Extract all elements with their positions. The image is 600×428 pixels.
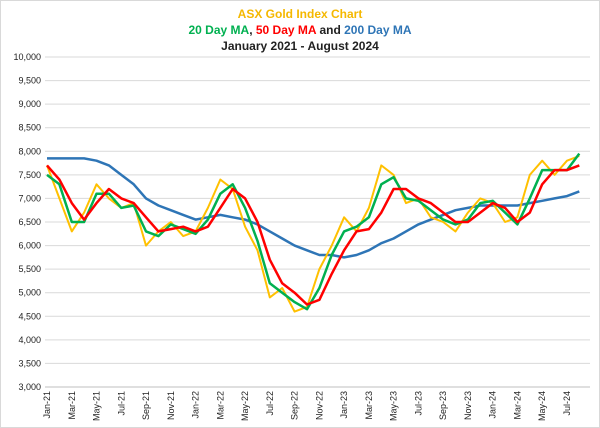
chart-title: ASX Gold Index Chart: [238, 7, 363, 21]
x-tick-label: Sep-23: [438, 391, 448, 420]
x-tick-label: Mar-24: [512, 391, 522, 420]
y-tick-label: 8,000: [18, 146, 41, 156]
y-tick-label: 10,000: [13, 52, 41, 62]
y-tick-label: 6,000: [18, 241, 41, 251]
x-tick-label: May-24: [537, 391, 547, 421]
chart-subtitle: January 2021 - August 2024: [221, 39, 379, 53]
legend-entry: 20 Day MA: [188, 23, 249, 37]
y-tick-label: 6,500: [18, 217, 41, 227]
x-tick-label: Nov-22: [314, 391, 324, 420]
y-tick-label: 3,000: [18, 382, 41, 392]
x-tick-label: Jul-24: [562, 391, 572, 416]
y-tick-label: 4,500: [18, 311, 41, 321]
legend-separator: ,: [249, 23, 256, 37]
x-tick-label: Mar-22: [215, 391, 225, 420]
x-tick-label: Jul-23: [413, 391, 423, 416]
x-tick-label: Sep-22: [290, 391, 300, 420]
x-tick-label: Jul-22: [265, 391, 275, 416]
y-tick-label: 9,500: [18, 76, 41, 86]
y-tick-label: 8,500: [18, 123, 41, 133]
y-tick-label: 5,500: [18, 264, 41, 274]
y-tick-label: 5,000: [18, 288, 41, 298]
x-tick-label: Nov-21: [166, 391, 176, 420]
legend-entry: 200 Day MA: [344, 23, 412, 37]
x-tick-label: Mar-23: [364, 391, 374, 420]
y-tick-label: 7,500: [18, 170, 41, 180]
x-tick-label: May-23: [389, 391, 399, 421]
x-tick-label: Jan-23: [339, 391, 349, 419]
x-tick-label: Jan-24: [488, 391, 498, 419]
y-tick-label: 4,000: [18, 335, 41, 345]
x-tick-label: Nov-23: [463, 391, 473, 420]
x-tick-label: Jul-21: [116, 391, 126, 416]
legend-separator: and: [316, 23, 344, 37]
series-line: [46, 164, 580, 306]
y-tick-label: 9,000: [18, 99, 41, 109]
x-tick-label: Sep-21: [141, 391, 151, 420]
y-tick-label: 3,500: [18, 358, 41, 368]
series-line: [46, 152, 581, 311]
x-tick-label: Jan-22: [191, 391, 201, 419]
x-tick-label: Mar-21: [67, 391, 77, 420]
legend-line: 20 Day MA, 50 Day MA and 200 Day MA: [188, 23, 411, 37]
x-tick-label: Jan-21: [42, 391, 52, 419]
legend-entry: 50 Day MA: [256, 23, 317, 37]
x-tick-label: May-21: [92, 391, 102, 421]
y-tick-label: 7,000: [18, 193, 41, 203]
x-tick-label: May-22: [240, 391, 250, 421]
